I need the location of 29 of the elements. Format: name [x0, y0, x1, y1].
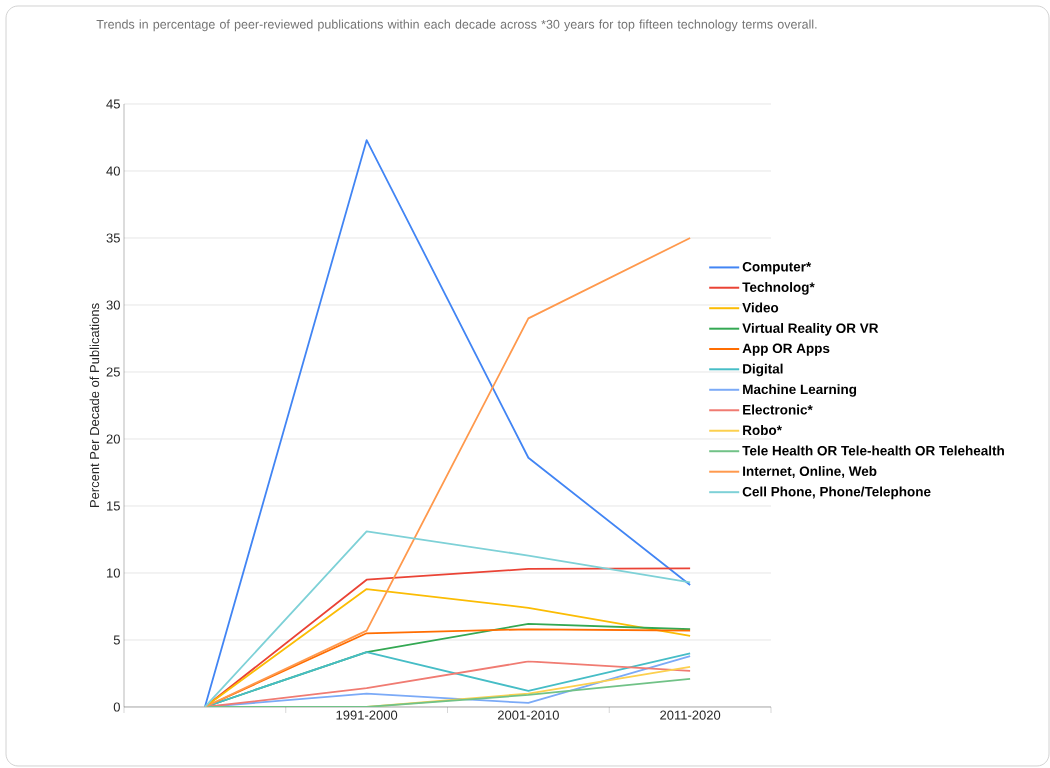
legend-label: Tele Health OR Tele-health OR Telehealth [742, 445, 1004, 456]
y-tick-label: 30 [106, 300, 120, 310]
chart-title: Trends in percentage of peer-reviewed publications within each decade across *30 years for top fifteen technology terms overall. [96, 19, 817, 32]
line-series [203, 530, 692, 707]
y-tick-label: 15 [107, 501, 120, 511]
y-tick-label: 25 [106, 367, 120, 377]
y-axis-title: Percent Per Decade of Publications [89, 303, 100, 508]
legend-label: Computer* [742, 261, 812, 275]
y-tick-label: 10 [107, 568, 120, 578]
y-tick-label: 35 [106, 233, 120, 243]
legend-label: Machine Learning [743, 384, 857, 397]
x-tick-label: 1991-2000 [336, 710, 398, 720]
legend-label: Internet, Online, Web [743, 466, 877, 478]
y-tick-label: 20 [106, 434, 120, 444]
legend-label: Virtual Reality OR VR [742, 323, 879, 336]
line-series [203, 139, 692, 707]
legend-label: Cell Phone, Phone/Telephone [742, 486, 931, 500]
y-tick-label: 5 [113, 635, 120, 645]
legend-label: Electronic* [743, 404, 813, 415]
x-tick-label: 2011-2020 [660, 710, 721, 720]
legend-label: Robo* [743, 425, 782, 436]
legend-label: App OR Apps [742, 343, 830, 356]
y-tick-label: 45 [106, 99, 120, 109]
legend-label: Video [742, 302, 779, 313]
y-tick-label: 40 [106, 166, 120, 176]
legend-label: Technolog* [742, 282, 815, 295]
y-tick-label: 0 [113, 702, 120, 712]
x-tick-label: 2001-2010 [497, 710, 559, 720]
legend-label: Digital [743, 363, 783, 377]
